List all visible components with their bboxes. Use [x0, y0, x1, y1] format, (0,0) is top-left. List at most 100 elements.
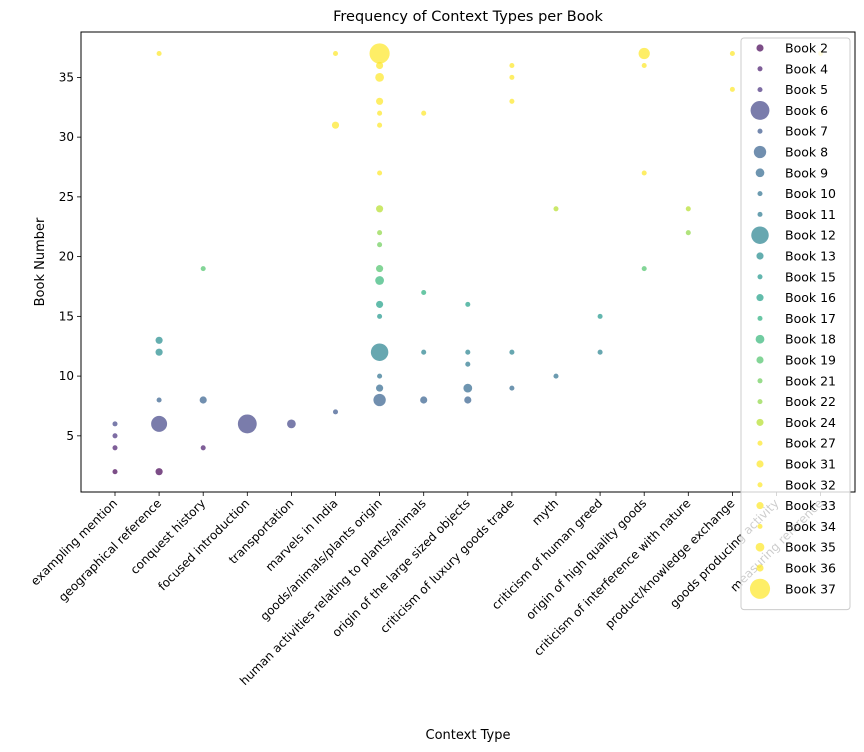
point-book-13-0: [155, 348, 163, 356]
legend-label-17: Book 22: [785, 394, 836, 409]
legend-marker-7: [757, 191, 763, 197]
point-book-5-0: [112, 433, 118, 439]
point-book-36-0: [376, 61, 384, 70]
legend-marker-26: [749, 578, 771, 599]
legend-label-9: Book 12: [785, 228, 836, 243]
point-book-2-0: [112, 469, 118, 475]
point-book-9-2: [509, 385, 515, 391]
legend-marker-6: [755, 168, 765, 178]
legend-label-0: Book 2: [785, 41, 828, 56]
legend-label-4: Book 7: [785, 124, 828, 139]
point-book-6-1: [151, 415, 168, 432]
point-book-34-0: [729, 86, 735, 92]
point-book-8-0: [156, 397, 162, 403]
point-book-32-0: [377, 110, 383, 116]
point-book-4-0: [112, 445, 118, 451]
point-book-12-3: [509, 349, 515, 355]
point-book-19-1: [376, 265, 384, 273]
legend-marker-2: [757, 87, 763, 93]
legend-label-13: Book 17: [785, 311, 836, 326]
legend-label-15: Book 19: [785, 353, 836, 368]
legend-marker-18: [756, 418, 764, 426]
legend-marker-23: [757, 523, 763, 529]
point-book-24-2: [685, 206, 691, 212]
point-book-37-4: [729, 50, 735, 57]
x-axis-label: Context Type: [426, 728, 511, 743]
legend-marker-5: [753, 145, 767, 159]
point-book-9-0: [376, 384, 384, 392]
legend-marker-4: [757, 128, 763, 134]
point-book-10-0: [377, 373, 383, 379]
point-book-15-1: [597, 313, 603, 319]
legend-label-26: Book 37: [785, 581, 836, 596]
legend-marker-16: [757, 378, 763, 384]
legend-marker-13: [757, 315, 763, 321]
legend-marker-24: [755, 542, 765, 552]
legend-label-19: Book 27: [785, 436, 836, 451]
point-book-15-0: [377, 313, 383, 319]
legend-label-23: Book 34: [785, 519, 836, 534]
legend-label-2: Book 5: [785, 82, 828, 97]
legend-marker-19: [757, 440, 763, 446]
point-book-27-1: [641, 170, 647, 176]
y-axis-label: Book Number: [33, 217, 48, 306]
point-book-31-0: [331, 121, 340, 129]
legend-marker-20: [756, 460, 764, 468]
point-book-24-1: [553, 206, 559, 212]
point-book-9-1: [463, 383, 473, 393]
point-book-8-2: [373, 393, 386, 407]
point-book-19-2: [641, 266, 647, 272]
y-tick-label-3: 20: [59, 250, 74, 264]
point-book-8-3: [420, 396, 428, 404]
legend-label-11: Book 15: [785, 269, 836, 284]
legend-marker-25: [756, 564, 764, 572]
y-tick-label-1: 10: [59, 369, 74, 383]
point-book-33-0: [376, 97, 384, 105]
point-book-12-0: [370, 343, 389, 361]
legend-marker-10: [756, 252, 764, 260]
point-book-32-1: [421, 110, 427, 116]
point-book-33-1: [509, 98, 515, 104]
legend-box: [740, 37, 851, 611]
legend-label-22: Book 33: [785, 498, 836, 513]
point-book-18-0: [375, 276, 384, 285]
point-book-13-1: [155, 336, 163, 344]
legend-label-24: Book 35: [785, 540, 836, 555]
legend-marker-8: [757, 211, 763, 217]
legend-marker-11: [757, 274, 763, 280]
legend-marker-12: [756, 294, 764, 302]
y-tick-label-6: 35: [59, 70, 74, 84]
legend-label-21: Book 32: [785, 477, 836, 492]
legend-label-6: Book 9: [785, 165, 828, 180]
point-book-12-4: [597, 349, 603, 355]
point-book-37-2: [369, 43, 390, 64]
legend-marker-21: [757, 482, 763, 488]
point-book-4-1: [200, 445, 206, 451]
point-book-8-1: [199, 396, 207, 404]
y-axis: 5 10 15 20 25 30 35: [59, 70, 81, 443]
y-tick-label-2: 15: [59, 309, 74, 323]
legend-label-3: Book 6: [785, 103, 828, 118]
y-tick-label-5: 30: [59, 130, 74, 144]
legend-label-14: Book 18: [785, 332, 836, 347]
point-book-12-1: [421, 349, 427, 355]
point-book-10-1: [553, 373, 559, 379]
point-book-6-3: [287, 419, 296, 429]
legend-label-8: Book 11: [785, 207, 836, 222]
legend-marker-9: [751, 226, 769, 244]
legend: Book 2 Book 4 Book 5 Book 6 Book 7 Book 8 Book…: [740, 37, 851, 611]
point-book-22-0: [377, 230, 383, 236]
point-book-35-1: [509, 74, 515, 80]
point-book-37-3: [638, 47, 650, 60]
legend-marker-15: [756, 356, 764, 364]
legend-marker-14: [755, 334, 765, 344]
point-book-11-0: [465, 361, 471, 367]
point-book-37-0: [156, 50, 162, 57]
legend-label-25: Book 36: [785, 561, 836, 576]
point-book-31-1: [377, 122, 383, 128]
legend-label-20: Book 31: [785, 457, 836, 472]
point-book-36-1: [509, 62, 515, 69]
point-book-16-0: [376, 300, 384, 308]
point-book-2-1: [155, 468, 163, 476]
